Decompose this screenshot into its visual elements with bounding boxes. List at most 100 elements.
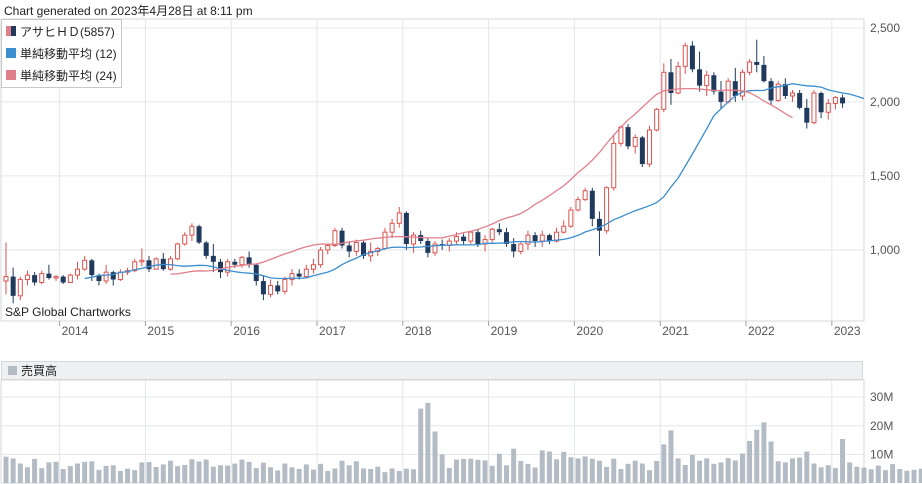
candle-body-down xyxy=(296,273,302,277)
volume-bar xyxy=(825,465,831,483)
volume-bar xyxy=(875,465,881,483)
volume-bar xyxy=(668,430,674,483)
volume-bar xyxy=(897,468,903,483)
candle-body-up xyxy=(775,83,781,101)
candle-body-down xyxy=(596,218,602,231)
candle-body-up xyxy=(811,92,817,124)
volume-swatch-icon xyxy=(8,366,17,375)
time-x-axis: 2014 2015 2016 2017 2018 2019 2020 2021 2022 2023 xyxy=(59,321,861,338)
volume-bar xyxy=(67,466,73,483)
volume-bar xyxy=(425,402,431,483)
volume-bar xyxy=(468,458,474,483)
volume-bar xyxy=(182,464,188,483)
candle-body-up xyxy=(489,228,495,241)
volume-tick-label: 30M xyxy=(870,390,893,404)
candle-body-down xyxy=(346,245,352,252)
volume-bar xyxy=(303,464,309,483)
volume-bar xyxy=(153,466,159,483)
legend-item-sma12[interactable]: 単純移動平均 (12) xyxy=(6,45,117,61)
candle-body-down xyxy=(504,232,509,245)
candle-body-down xyxy=(475,232,481,245)
volume-bar xyxy=(604,466,610,483)
volume-bar xyxy=(868,469,874,483)
year-tick-label: 2020 xyxy=(576,324,603,338)
candle-body-down xyxy=(461,236,467,242)
volume-bar xyxy=(239,459,245,483)
candle-body-down xyxy=(403,212,409,245)
volume-bar xyxy=(332,468,338,483)
candle-body-up xyxy=(632,136,638,147)
volume-bar xyxy=(611,458,617,483)
candle-body-up xyxy=(790,92,795,97)
legend-item-sma24[interactable]: 単純移動平均 (24) xyxy=(6,67,117,83)
volume-bar xyxy=(10,458,16,483)
candles xyxy=(3,39,846,304)
volume-bar xyxy=(232,463,238,483)
generated-timestamp: Chart generated on 2023年4月28日 at 8:11 pm xyxy=(4,4,253,18)
candle-body-up xyxy=(75,268,80,276)
candle-body-down xyxy=(32,275,38,283)
volume-bar xyxy=(554,459,560,483)
volume-bar xyxy=(32,458,38,483)
legend-item-price[interactable]: アサヒＨＤ(5857) xyxy=(6,23,115,39)
candle-body-down xyxy=(110,272,116,280)
volume-bar xyxy=(718,462,724,483)
volume-bar xyxy=(325,470,331,483)
volume-bar xyxy=(761,422,767,483)
volume-bar xyxy=(268,467,274,483)
volume-bar xyxy=(639,463,645,483)
sma-line-24 xyxy=(170,87,793,275)
volume-bar xyxy=(811,463,817,483)
volume-bar xyxy=(804,451,810,483)
candle-body-up xyxy=(482,239,488,245)
volume-bar xyxy=(618,468,624,483)
volume-bar xyxy=(775,461,781,483)
candle-body-down xyxy=(818,93,824,113)
volume-bar xyxy=(797,457,803,483)
volume-bar xyxy=(475,459,481,483)
candle-body-down xyxy=(210,255,216,262)
candle-body-down xyxy=(96,275,102,282)
volume-panel-header: 売買高 xyxy=(1,361,863,380)
volume-bar xyxy=(132,470,138,483)
candle-body-up xyxy=(239,256,245,266)
volume-bar xyxy=(218,465,223,483)
volume-bar xyxy=(546,451,552,483)
candle-body-up xyxy=(604,187,610,232)
volume-bar xyxy=(596,460,602,483)
volume-bar xyxy=(253,468,259,483)
volume-tick-label: 20M xyxy=(870,419,893,433)
volume-bar xyxy=(139,462,145,483)
year-tick-label: 2021 xyxy=(662,324,689,338)
volume-bar xyxy=(117,470,123,483)
candle-body-down xyxy=(253,264,259,282)
candle-body-up xyxy=(539,234,545,242)
volume-bar xyxy=(368,468,374,483)
candle-body-up xyxy=(575,199,581,211)
candle-body-up xyxy=(382,231,388,249)
volume-bar xyxy=(840,438,846,483)
sma12-swatch-icon xyxy=(6,48,16,58)
volume-bar xyxy=(525,463,531,483)
candle-body-up xyxy=(432,243,438,254)
volume-bar xyxy=(275,470,281,483)
volume-bar xyxy=(504,465,509,483)
candle-body-up xyxy=(353,242,359,252)
volume-bar xyxy=(75,463,80,483)
volume-bar xyxy=(110,465,116,483)
volume-bar xyxy=(882,470,888,483)
volume-bar xyxy=(654,460,660,483)
candle-body-up xyxy=(747,61,753,73)
volume-bar xyxy=(353,461,359,483)
volume-bar xyxy=(3,456,9,483)
candle-body-up xyxy=(39,273,45,284)
candle-body-down xyxy=(361,242,366,256)
volume-bar xyxy=(561,451,567,483)
candle-body-up xyxy=(654,108,660,131)
candle-body-up xyxy=(268,284,274,295)
candle-body-down xyxy=(496,229,502,233)
candle-body-down xyxy=(275,285,281,292)
volume-bar xyxy=(532,467,538,483)
year-tick-label: 2017 xyxy=(319,324,346,338)
year-tick-label: 2023 xyxy=(834,324,861,338)
